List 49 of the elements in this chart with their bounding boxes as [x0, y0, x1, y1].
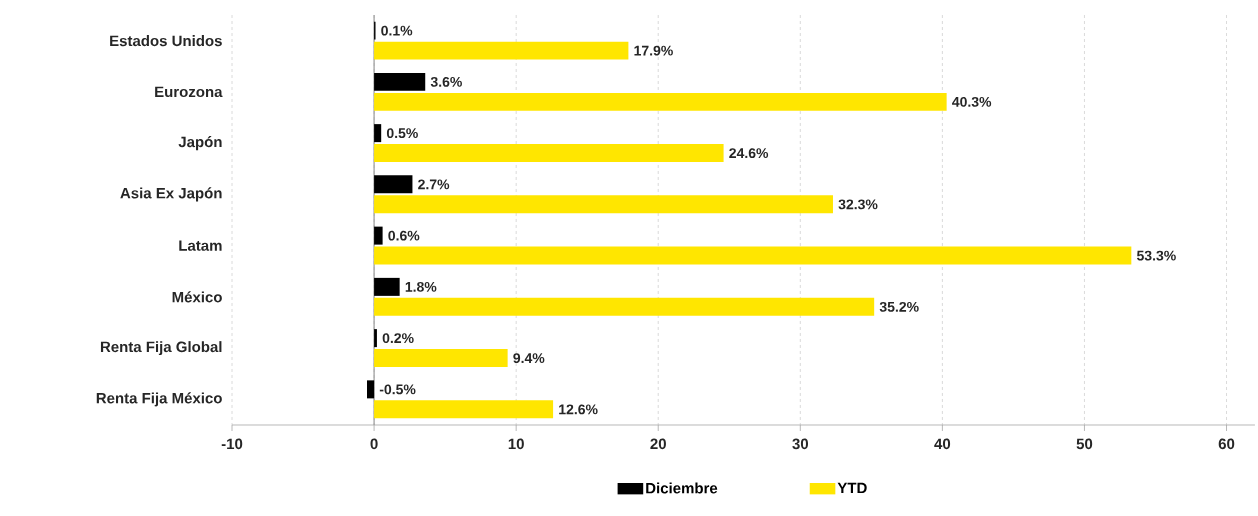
bar: [374, 124, 382, 143]
bar: [366, 380, 375, 399]
data-label: 9.4%: [513, 353, 545, 364]
legend-label: YTD: [837, 482, 867, 494]
bar: [374, 72, 426, 91]
y-tick-label: México: [172, 291, 222, 303]
data-label: 0.1%: [381, 25, 413, 36]
data-label: 2.7%: [418, 179, 450, 190]
data-label: 17.9%: [634, 45, 673, 56]
data-label: 53.3%: [1136, 250, 1176, 261]
data-label: 0.2%: [382, 333, 414, 344]
bar: [374, 349, 508, 368]
x-tick-label: 60: [1218, 438, 1235, 450]
legend-label: Diciembre: [646, 482, 718, 494]
y-tick-label: Renta Fija Global: [100, 341, 222, 356]
y-tick-label: Renta Fija México: [96, 392, 222, 407]
bar: [374, 246, 1132, 265]
data-label: 0.5%: [386, 128, 418, 139]
x-tick-label: 40: [934, 438, 951, 450]
data-label: 12.6%: [559, 404, 598, 415]
data-label: 24.6%: [729, 148, 769, 159]
x-tick-label: -10: [221, 438, 243, 450]
bar: [374, 41, 629, 60]
y-tick-label: Estados Unidos: [110, 35, 222, 47]
bar: [374, 92, 947, 111]
bar: [374, 175, 413, 194]
x-tick-label: 0: [370, 438, 378, 450]
y-tick-label: Japón: [178, 136, 222, 151]
x-tick-label: 50: [1076, 438, 1093, 450]
bar: [374, 277, 400, 296]
x-tick-label: 30: [792, 438, 809, 450]
data-label: 40.3%: [952, 96, 992, 107]
y-tick-label: Asia Ex Japón: [120, 187, 222, 202]
data-label: 32.3%: [838, 199, 878, 210]
bar: [374, 144, 724, 163]
data-label: 1.8%: [405, 281, 437, 292]
bar: [374, 400, 554, 419]
x-tick-label: 10: [508, 438, 524, 450]
data-label: 35.2%: [879, 301, 919, 312]
y-tick-label: Eurozona: [155, 86, 223, 98]
bar: [374, 195, 833, 214]
x-tick-label: 20: [650, 438, 666, 450]
y-tick-label: Latam: [179, 240, 222, 251]
bar: [374, 297, 875, 316]
data-label: 0.6%: [388, 230, 420, 241]
bar: [374, 329, 377, 348]
data-label: -0.5%: [379, 384, 416, 395]
bar: [374, 226, 383, 245]
data-label: 3.6%: [430, 76, 462, 87]
